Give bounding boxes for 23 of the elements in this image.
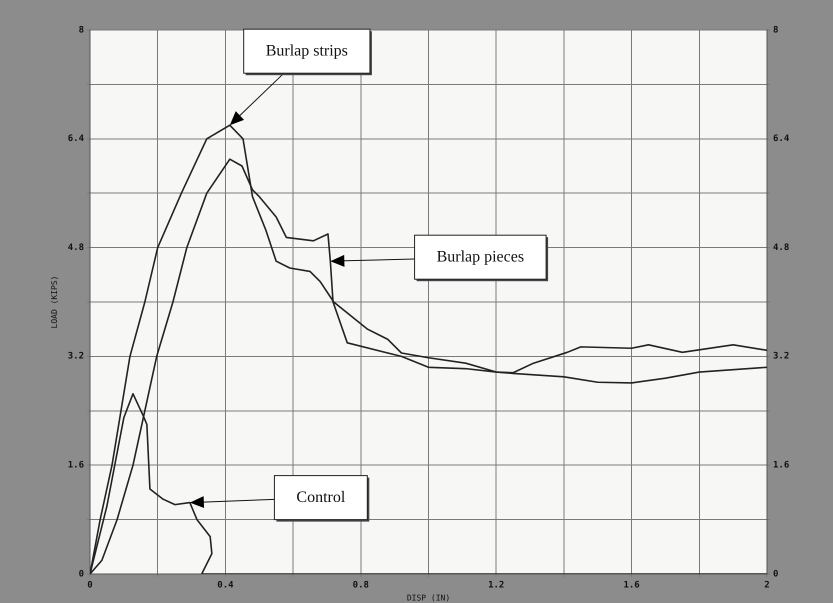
y2-tick-label: 4.8 bbox=[773, 242, 790, 253]
y2-tick-label: 0 bbox=[773, 569, 778, 580]
y2-tick-label: 8 bbox=[773, 25, 778, 36]
y-tick-label: 3.2 bbox=[68, 352, 84, 362]
x-tick-label: 1.6 bbox=[623, 580, 640, 591]
x-tick-label: 1.2 bbox=[488, 580, 504, 591]
y-tick-label: 1.6 bbox=[68, 460, 84, 471]
y-axis-title: LOAD (KIPS) bbox=[50, 276, 59, 328]
annotation: Burlap strips bbox=[266, 42, 348, 60]
y2-tick-label: 3.2 bbox=[773, 352, 790, 362]
x-axis-title: DISP (IN) bbox=[406, 593, 450, 602]
x-tick-label: 2 bbox=[764, 580, 770, 591]
y-tick-label: 6.4 bbox=[68, 134, 85, 144]
y-tick-label: 0 bbox=[78, 569, 84, 580]
x-tick-label: 0 bbox=[87, 580, 93, 591]
x-tick-label: 0.8 bbox=[352, 580, 369, 591]
y-tick-label: 4.8 bbox=[68, 242, 84, 253]
y2-tick-label: 1.6 bbox=[773, 460, 790, 471]
y2-tick-label: 6.4 bbox=[773, 134, 790, 144]
x-tick-label: 0.4 bbox=[217, 580, 234, 591]
y-tick-label: 8 bbox=[78, 25, 84, 36]
annotation: Control bbox=[296, 489, 346, 506]
annotation: Burlap pieces bbox=[436, 248, 524, 266]
